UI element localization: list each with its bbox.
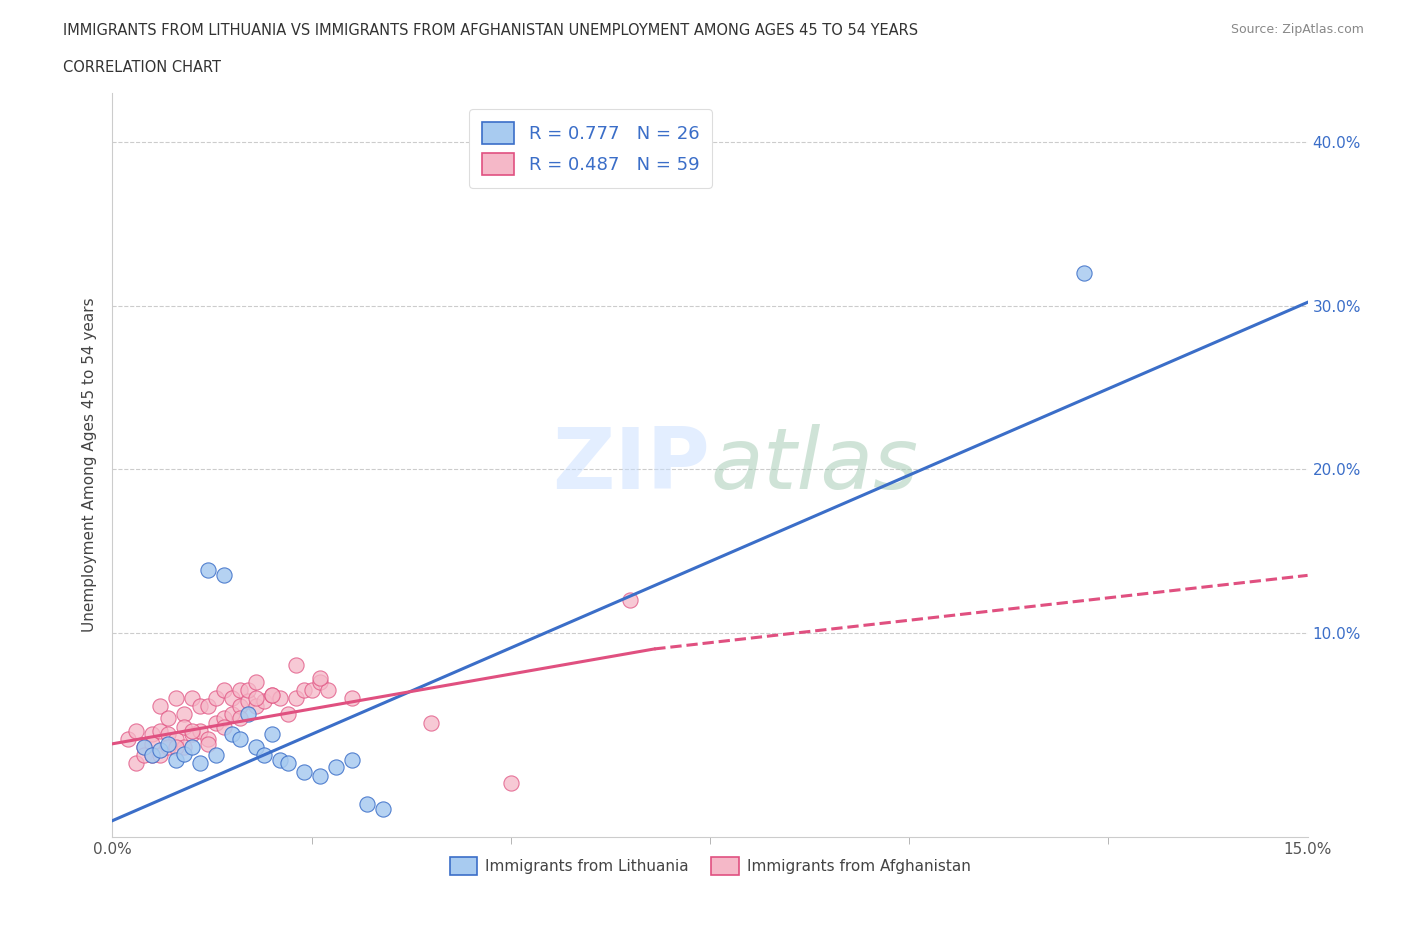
Point bbox=[157, 739, 180, 754]
Point bbox=[284, 658, 307, 672]
Point bbox=[134, 748, 156, 763]
Point bbox=[173, 739, 195, 754]
Point bbox=[499, 776, 522, 790]
Point bbox=[260, 687, 283, 702]
Point bbox=[245, 691, 267, 706]
Point bbox=[308, 674, 330, 689]
Point bbox=[212, 720, 235, 735]
Point bbox=[197, 698, 219, 713]
Point bbox=[125, 756, 148, 771]
Point bbox=[308, 769, 330, 784]
Point bbox=[212, 683, 235, 698]
Point bbox=[165, 752, 187, 767]
Point bbox=[157, 726, 180, 741]
Point bbox=[205, 748, 228, 763]
Point bbox=[165, 691, 187, 706]
Point bbox=[149, 724, 172, 738]
Point bbox=[181, 739, 204, 754]
Point bbox=[1073, 265, 1095, 280]
Y-axis label: Unemployment Among Ages 45 to 54 years: Unemployment Among Ages 45 to 54 years bbox=[82, 298, 97, 632]
Text: CORRELATION CHART: CORRELATION CHART bbox=[63, 60, 221, 75]
Point bbox=[284, 691, 307, 706]
Point bbox=[236, 707, 259, 722]
Point bbox=[619, 592, 641, 607]
Point bbox=[181, 724, 204, 738]
Point bbox=[356, 797, 378, 812]
Point bbox=[157, 711, 180, 725]
Point bbox=[253, 694, 276, 709]
Point bbox=[212, 568, 235, 583]
Point bbox=[221, 691, 243, 706]
Point bbox=[221, 707, 243, 722]
Point bbox=[316, 683, 339, 698]
Point bbox=[181, 691, 204, 706]
Point bbox=[229, 711, 252, 725]
Point bbox=[245, 698, 267, 713]
Point bbox=[253, 748, 276, 763]
Point bbox=[141, 748, 163, 763]
Point bbox=[236, 694, 259, 709]
Point bbox=[134, 739, 156, 754]
Point bbox=[205, 691, 228, 706]
Point bbox=[221, 726, 243, 741]
Point bbox=[292, 764, 315, 779]
Point bbox=[165, 732, 187, 747]
Point bbox=[173, 746, 195, 761]
Point bbox=[117, 732, 139, 747]
Point bbox=[277, 707, 299, 722]
Point bbox=[188, 724, 211, 738]
Point bbox=[340, 691, 363, 706]
Point bbox=[260, 687, 283, 702]
Point bbox=[301, 683, 323, 698]
Text: atlas: atlas bbox=[710, 423, 918, 507]
Point bbox=[292, 683, 315, 698]
Point bbox=[157, 737, 180, 751]
Text: ZIP: ZIP bbox=[553, 423, 710, 507]
Point bbox=[165, 739, 187, 754]
Legend: Immigrants from Lithuania, Immigrants from Afghanistan: Immigrants from Lithuania, Immigrants fr… bbox=[443, 851, 977, 882]
Point bbox=[149, 698, 172, 713]
Point bbox=[373, 802, 395, 817]
Point bbox=[197, 737, 219, 751]
Point bbox=[125, 724, 148, 738]
Point bbox=[173, 720, 195, 735]
Point bbox=[173, 707, 195, 722]
Point bbox=[197, 563, 219, 578]
Point bbox=[134, 739, 156, 754]
Point bbox=[141, 748, 163, 763]
Point bbox=[260, 726, 283, 741]
Point bbox=[141, 726, 163, 741]
Point bbox=[269, 752, 291, 767]
Point bbox=[229, 683, 252, 698]
Point bbox=[149, 743, 172, 758]
Point bbox=[149, 748, 172, 763]
Point bbox=[229, 732, 252, 747]
Point bbox=[340, 752, 363, 767]
Point bbox=[325, 759, 347, 774]
Point bbox=[308, 671, 330, 685]
Text: Source: ZipAtlas.com: Source: ZipAtlas.com bbox=[1230, 23, 1364, 36]
Point bbox=[197, 732, 219, 747]
Point bbox=[188, 698, 211, 713]
Point bbox=[420, 715, 443, 730]
Point bbox=[245, 739, 267, 754]
Point bbox=[269, 691, 291, 706]
Point bbox=[188, 756, 211, 771]
Point bbox=[236, 683, 259, 698]
Point bbox=[277, 756, 299, 771]
Point bbox=[141, 737, 163, 751]
Point bbox=[245, 674, 267, 689]
Text: IMMIGRANTS FROM LITHUANIA VS IMMIGRANTS FROM AFGHANISTAN UNEMPLOYMENT AMONG AGES: IMMIGRANTS FROM LITHUANIA VS IMMIGRANTS … bbox=[63, 23, 918, 38]
Point bbox=[229, 698, 252, 713]
Point bbox=[205, 715, 228, 730]
Point bbox=[181, 726, 204, 741]
Point bbox=[212, 711, 235, 725]
